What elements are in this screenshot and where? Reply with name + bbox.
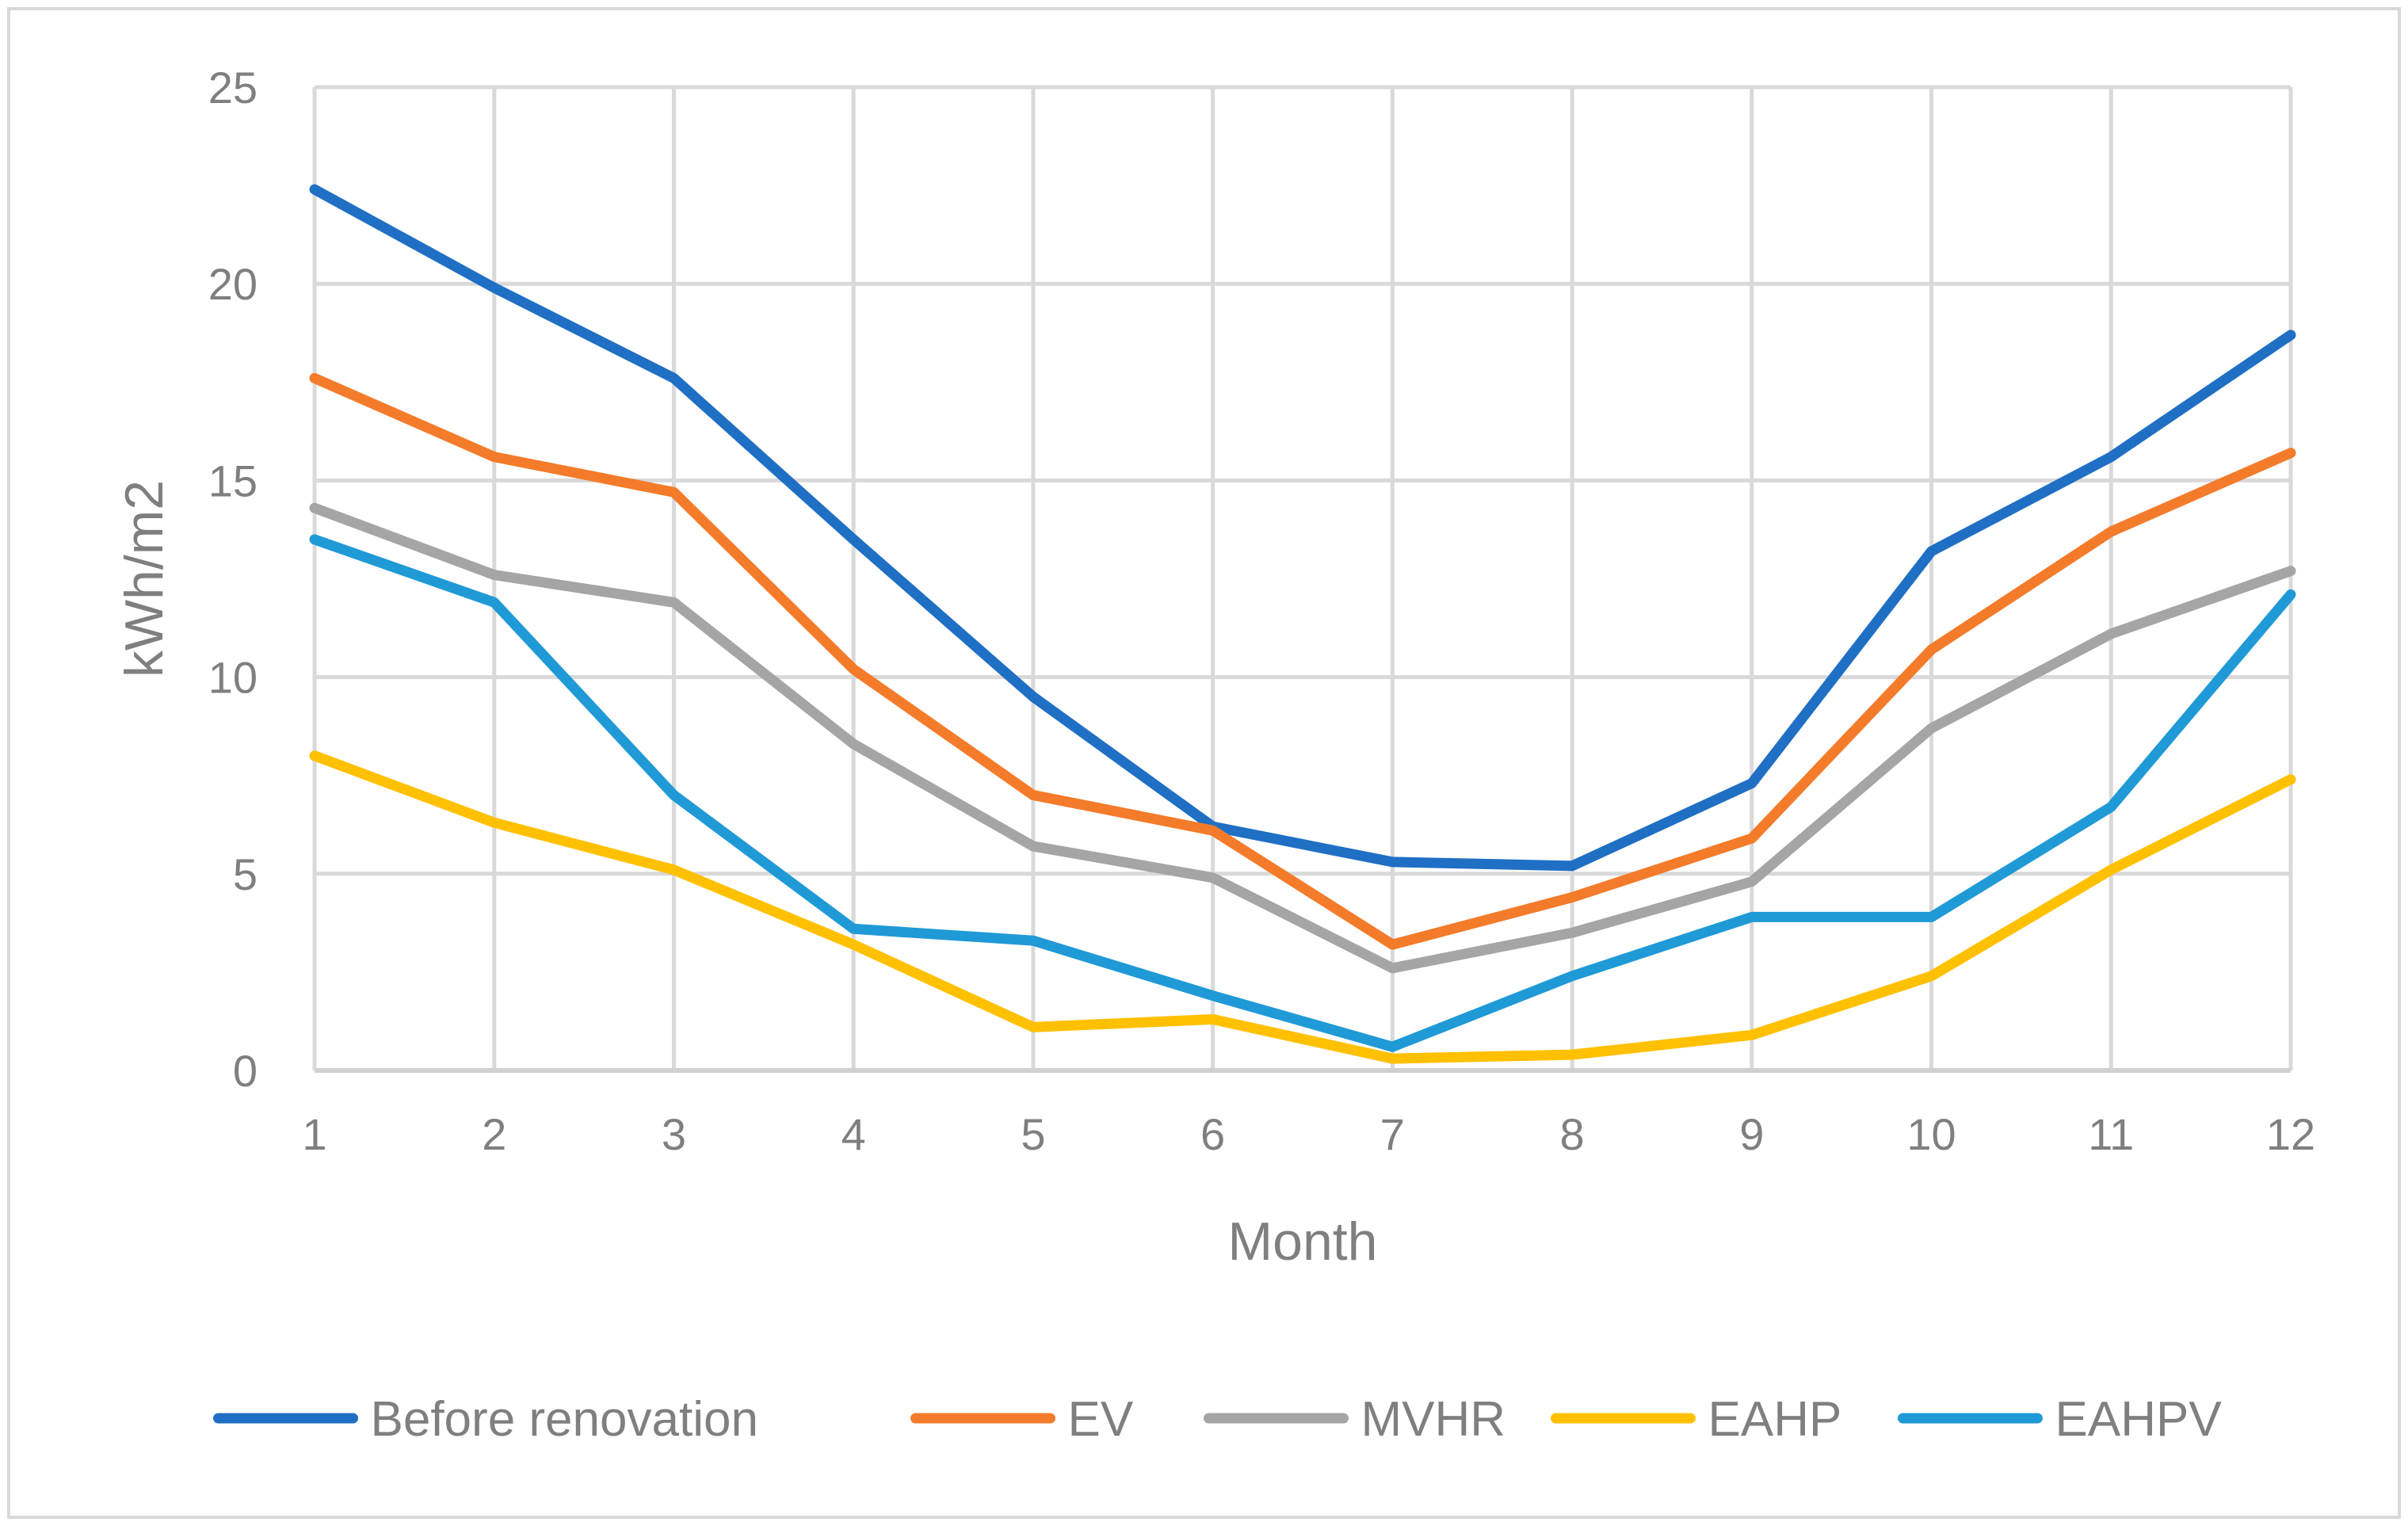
y-tick-labels: 0 5 10 15 20 25	[208, 63, 258, 1096]
legend-label: Before renovation	[371, 1392, 758, 1447]
x-tick-labels: 1 2 3 4 5 6 7 8 9 10 11 12	[302, 1109, 2315, 1159]
series-lines	[309, 184, 2296, 1064]
x-tick-label: 3	[662, 1109, 686, 1159]
x-tick-label: 7	[1380, 1109, 1405, 1159]
series-line-mvhr	[309, 502, 2296, 974]
y-axis-title: kWh/m2	[114, 480, 174, 677]
y-tick-label: 25	[208, 63, 258, 113]
y-tick-label: 5	[233, 849, 258, 899]
x-tick-label: 6	[1200, 1109, 1225, 1159]
chart-frame	[7, 7, 2401, 1519]
x-tick-label: 8	[1560, 1109, 1585, 1159]
legend-label: EAHPV	[2055, 1392, 2223, 1447]
x-axis-title: Month	[1228, 1211, 1378, 1272]
x-tick-label: 5	[1021, 1109, 1045, 1159]
legend-label: MVHR	[1361, 1392, 1506, 1447]
x-tick-label: 2	[482, 1109, 506, 1159]
x-tick-label: 1	[302, 1109, 326, 1159]
series-line-eahp	[309, 750, 2296, 1064]
y-tick-label: 15	[208, 456, 258, 505]
series-line-eahpv	[309, 534, 2296, 1052]
series-line-ev	[309, 372, 2296, 950]
x-tick-label: 11	[2088, 1109, 2134, 1159]
x-tick-label: 4	[841, 1109, 866, 1159]
series-line-before-renovation	[309, 184, 2296, 872]
x-tick-label: 12	[2266, 1109, 2315, 1159]
legend-label: EAHP	[1708, 1392, 1842, 1447]
x-tick-label: 9	[1739, 1109, 1764, 1159]
x-tick-label: 10	[1906, 1109, 1956, 1159]
y-tick-label: 0	[233, 1046, 258, 1096]
legend-label: EV	[1068, 1392, 1134, 1447]
y-tick-label: 20	[208, 259, 258, 309]
gridlines	[312, 85, 2293, 1070]
y-tick-label: 10	[208, 653, 258, 703]
legend: Before renovation EV MVHR EAHP EAHPV	[213, 1392, 2223, 1447]
